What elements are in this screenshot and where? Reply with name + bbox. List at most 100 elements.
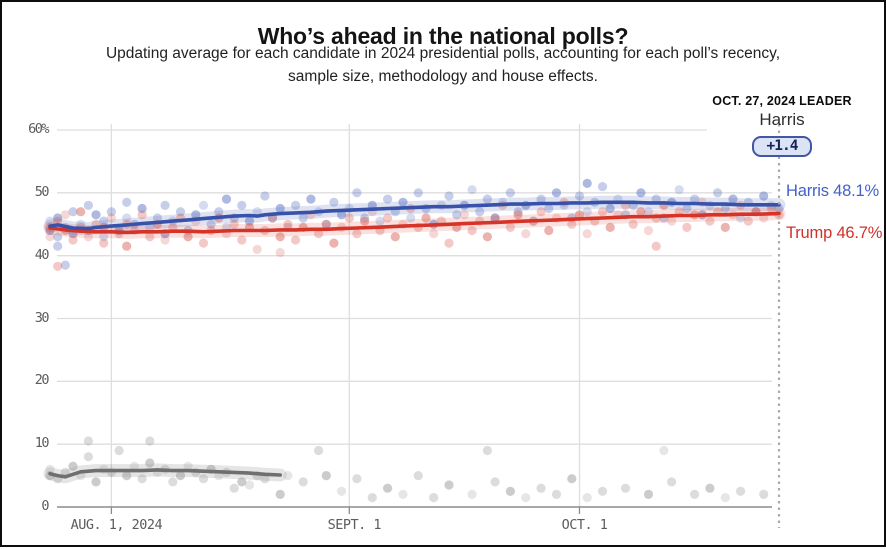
other-poll-dot xyxy=(413,471,423,481)
trump-poll-dot xyxy=(53,216,63,226)
other-poll-dot xyxy=(283,471,293,481)
subtitle-line-1: Updating average for each candidate in 2… xyxy=(105,45,781,62)
trump-poll-dot xyxy=(682,222,692,232)
trump-poll-dot xyxy=(314,229,324,239)
other-poll-dot xyxy=(643,489,654,499)
harris-poll-dot xyxy=(99,216,109,226)
harris-poll-dot xyxy=(260,191,270,201)
other-poll-dot xyxy=(536,483,546,493)
other-poll-dot xyxy=(736,486,746,496)
harris-poll-dot xyxy=(122,197,132,207)
harris-poll-dot xyxy=(720,203,730,214)
y-tick-label: 50 xyxy=(34,183,50,200)
y-tick-label: 0 xyxy=(41,498,49,514)
other-poll-dot xyxy=(314,445,324,456)
x-tick-label: AUG. 1, 2024 xyxy=(70,517,163,533)
harris-poll-dot xyxy=(291,200,301,210)
other-poll-dot xyxy=(298,477,308,487)
other-poll-dot xyxy=(137,474,147,484)
trump-poll-dot xyxy=(597,207,608,217)
harris-poll-dot xyxy=(452,210,462,220)
other-poll-dot xyxy=(505,486,515,496)
other-poll-dot xyxy=(352,474,362,484)
trump-poll-dot xyxy=(60,210,70,220)
harris-poll-dot xyxy=(406,213,416,223)
trump-poll-dot xyxy=(229,219,239,229)
harris-poll-dot xyxy=(329,197,339,207)
trump-poll-dot xyxy=(444,238,454,248)
harris-poll-dot xyxy=(60,260,70,270)
trump-poll-dot xyxy=(482,232,492,242)
harris-poll-dot xyxy=(352,188,362,198)
trump-poll-dot xyxy=(99,238,109,248)
y-tick-label: 10 xyxy=(34,435,50,452)
other-poll-dot xyxy=(198,474,209,484)
y-tick-label: 60% xyxy=(28,121,49,137)
harris-poll-dot xyxy=(321,219,331,229)
harris-poll-dot xyxy=(198,200,209,210)
trump-poll-dot xyxy=(490,213,500,223)
other-poll-dot xyxy=(367,493,377,503)
other-average-line xyxy=(48,468,282,479)
other-poll-dot xyxy=(490,477,500,487)
harris-poll-dot xyxy=(221,194,232,204)
harris-poll-dot xyxy=(214,207,224,217)
harris-poll-dot xyxy=(53,213,63,223)
other-poll-dot xyxy=(720,493,730,503)
harris-poll-dot xyxy=(682,203,692,214)
subtitle-line-2: sample size, methodology and house effec… xyxy=(288,68,598,85)
trump-poll-dot xyxy=(505,222,515,232)
other-poll-dot xyxy=(45,464,55,474)
other-poll-dot xyxy=(667,477,677,487)
harris-poll-dot xyxy=(337,210,347,220)
other-poll-dot xyxy=(321,471,331,481)
trump-poll-dot xyxy=(321,219,331,229)
harris-poll-dot xyxy=(490,213,500,223)
other-poll-dot xyxy=(337,486,347,496)
trump-poll-dot xyxy=(567,219,577,229)
trump-poll-dot xyxy=(160,235,170,245)
other-poll-dot xyxy=(659,445,669,456)
trump-poll-dot xyxy=(429,229,439,239)
harris-poll-dot xyxy=(298,213,308,223)
y-tick-label: 20 xyxy=(34,372,50,389)
trump-poll-dot xyxy=(68,235,78,245)
harris-poll-dot xyxy=(505,188,515,198)
harris-average-line xyxy=(48,200,781,231)
trump-poll-dot xyxy=(383,213,393,223)
other-poll-dot xyxy=(237,477,247,487)
harris-poll-dot xyxy=(728,194,738,204)
harris-poll-dot xyxy=(398,197,408,207)
other-poll-dot xyxy=(429,493,439,503)
other-poll-dot xyxy=(91,477,101,487)
harris-poll-dot xyxy=(122,213,132,223)
harris-poll-dot xyxy=(160,200,170,210)
harris-poll-dot xyxy=(375,216,385,226)
harris-poll-dot xyxy=(636,188,646,198)
harris-poll-dot xyxy=(383,194,393,204)
other-poll-dot xyxy=(467,489,477,499)
trump-poll-dot xyxy=(291,235,301,245)
harris-poll-dot xyxy=(137,203,147,214)
harris-poll-dot xyxy=(237,200,247,210)
trump-poll-dot xyxy=(183,232,193,242)
chart-subtitle: Updating average for each candidate in 2… xyxy=(2,42,884,88)
other-poll-dot xyxy=(275,489,285,499)
trump-poll-dot xyxy=(667,216,677,226)
trump-poll-dot xyxy=(344,213,354,223)
other-poll-dot xyxy=(145,458,155,468)
other-poll-dot xyxy=(567,474,577,484)
harris-poll-dot xyxy=(275,203,285,214)
page-title: Who’s ahead in the national polls? xyxy=(257,23,629,50)
harris-poll-dot xyxy=(306,194,316,204)
harris-poll-dot xyxy=(413,188,423,198)
harris-poll-dot xyxy=(544,203,554,214)
harris-poll-dot xyxy=(152,213,162,223)
trump-poll-dot xyxy=(198,238,209,248)
other-poll-dot xyxy=(521,493,531,503)
trump-poll-dot xyxy=(459,210,469,220)
harris-poll-dot xyxy=(467,185,477,195)
leader-margin-badge: +1.4 xyxy=(751,136,813,157)
trump-poll-dot xyxy=(513,210,523,220)
other-poll-dot xyxy=(620,483,631,493)
